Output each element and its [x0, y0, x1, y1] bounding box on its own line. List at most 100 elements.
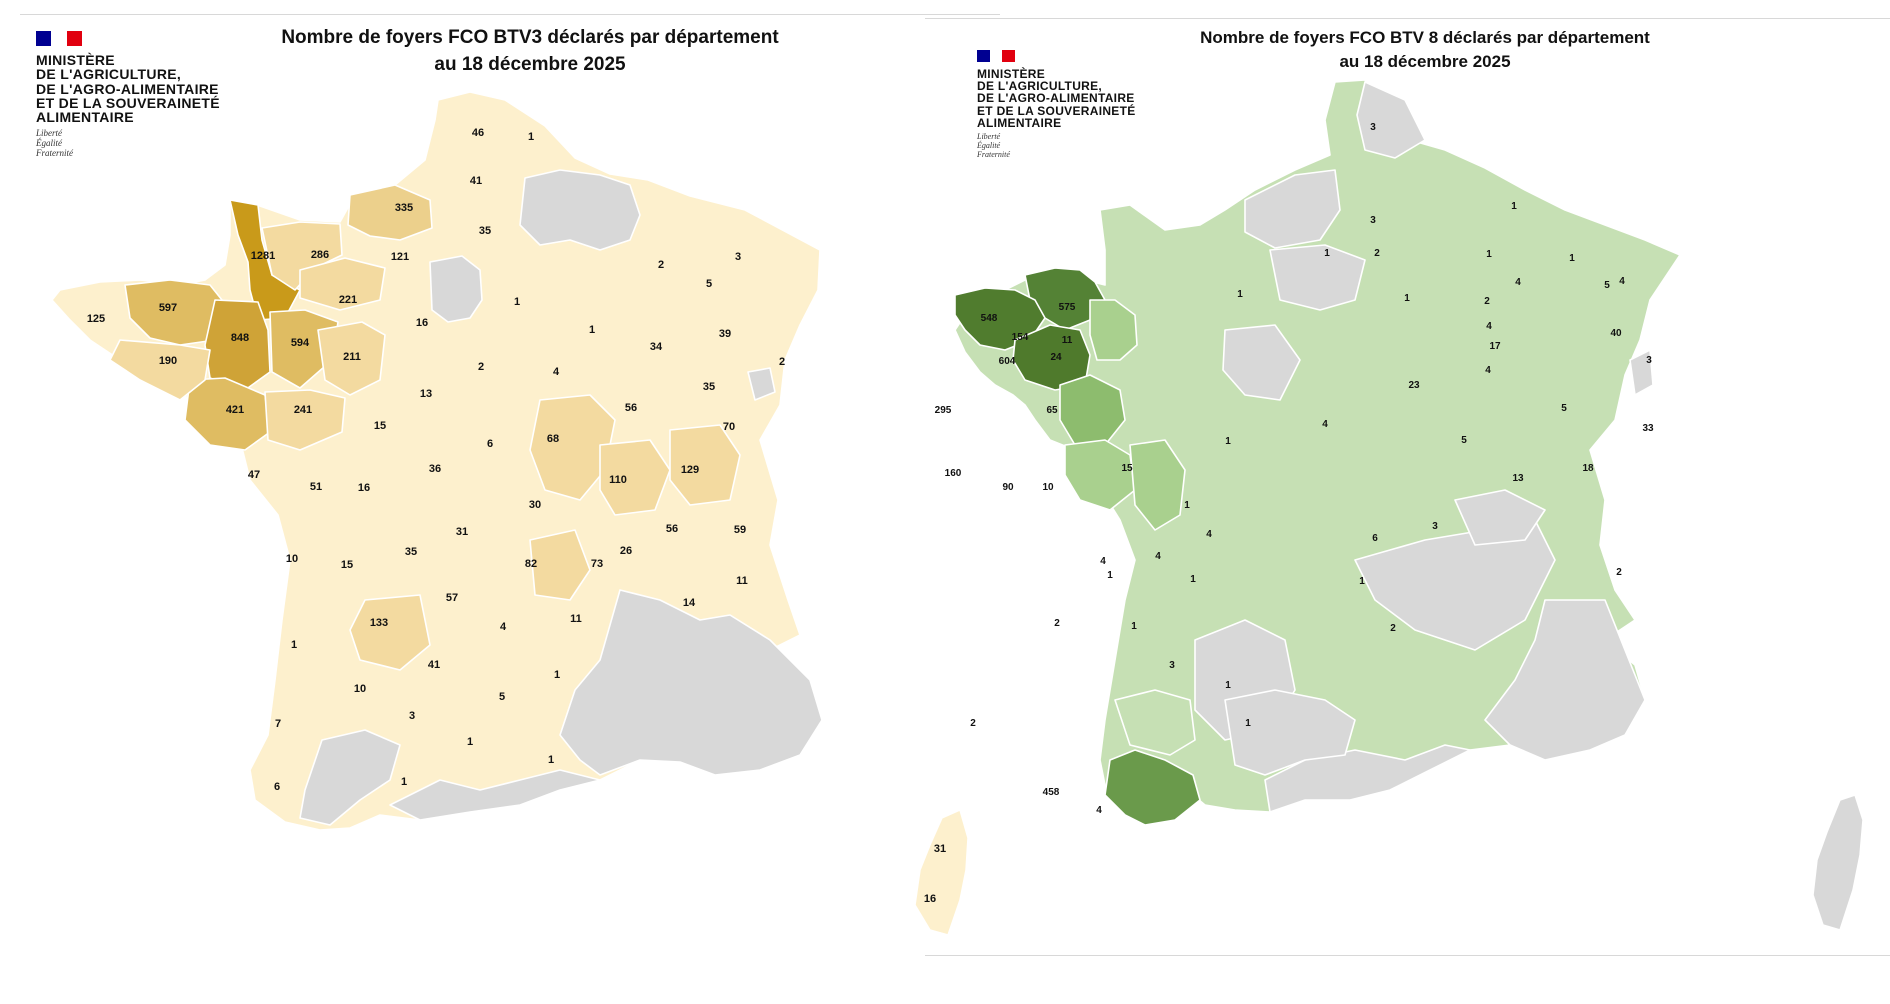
department-outbreak-count: 4: [1619, 276, 1625, 287]
department-outbreak-count: 4: [553, 366, 560, 378]
department-outbreak-count: 46: [472, 127, 484, 139]
department-outbreak-count: 82: [525, 558, 537, 570]
department-outbreak-count: 10: [286, 553, 298, 565]
department-outbreak-count: 4: [1486, 321, 1492, 332]
department-outbreak-count: 160: [945, 468, 962, 479]
department-outbreak-count: 2: [1484, 296, 1490, 307]
department-outbreak-count: 129: [681, 464, 699, 476]
department-outbreak-count: 1: [589, 324, 595, 336]
department-outbreak-count: 3: [735, 251, 741, 263]
department-outbreak-count: 154: [1012, 332, 1029, 343]
dept-jura: [669, 424, 741, 506]
department-outbreak-count: 1281: [251, 250, 275, 262]
department-outbreak-count: 3: [1432, 521, 1438, 532]
department-outbreak-count: 458: [1043, 787, 1060, 798]
french-flag-icon: [36, 31, 82, 46]
department-outbreak-count: 3: [1370, 215, 1376, 226]
department-outbreak-count: 90: [1002, 482, 1014, 493]
panel-bottom-divider: [925, 955, 1890, 956]
department-outbreak-count: 2: [478, 361, 484, 373]
department-outbreak-count: 1: [401, 776, 407, 788]
department-outbreak-count: 39: [719, 328, 731, 340]
department-outbreak-count: 56: [666, 523, 678, 535]
department-outbreak-count: 421: [226, 404, 244, 416]
department-outbreak-count: 2: [1374, 248, 1380, 259]
department-outbreak-count: 110: [609, 474, 627, 486]
department-outbreak-count: 16: [416, 317, 428, 329]
department-outbreak-count: 4: [1096, 805, 1102, 816]
department-outbreak-count: 11: [1062, 335, 1073, 346]
department-outbreak-count: 30: [529, 499, 541, 511]
department-outbreak-count: 190: [159, 355, 177, 367]
department-outbreak-count: 41: [470, 175, 482, 187]
department-outbreak-count: 15: [374, 420, 386, 432]
department-outbreak-count: 1: [1131, 621, 1137, 632]
dept-loire-atlantique: [184, 377, 271, 451]
department-outbreak-count: 211: [343, 351, 361, 363]
department-outbreak-count: 121: [391, 251, 409, 263]
department-outbreak-count: 221: [339, 294, 357, 306]
department-outbreak-count: 548: [981, 313, 998, 324]
department-outbreak-count: 2: [970, 718, 976, 729]
department-outbreak-count: 594: [291, 337, 310, 349]
dept-cote-dor: [599, 439, 671, 516]
department-outbreak-count: 10: [354, 683, 366, 695]
department-outbreak-count: 34: [650, 341, 663, 353]
department-outbreak-count: 4: [1515, 277, 1521, 288]
dept-maine-et-loire: [264, 389, 346, 451]
department-outbreak-count: 11: [736, 575, 748, 587]
title-line-1: Nombre de foyers FCO BTV3 déclarés par d…: [281, 27, 779, 48]
department-outbreak-count: 335: [395, 202, 413, 214]
dept-ille-et-vilaine: [204, 299, 271, 391]
department-outbreak-count: 14: [683, 597, 696, 609]
department-outbreak-count: 1: [1404, 293, 1410, 304]
grey-paris-region: [1269, 244, 1366, 311]
department-outbreak-count: 6: [487, 438, 493, 450]
grey-massif-central: [1354, 519, 1556, 651]
dept-deux-sevres: [1129, 439, 1186, 531]
department-outbreak-count: 35: [479, 225, 491, 237]
department-outbreak-count: 33: [1642, 423, 1654, 434]
title-line-2: au 18 décembre 2025: [434, 54, 626, 75]
department-outbreak-count: 7: [275, 718, 281, 730]
dept-vendee: [1064, 439, 1136, 511]
btv3-map-title: Nombre de foyers FCO BTV3 déclarés par d…: [220, 24, 840, 78]
panel-top-divider: [925, 18, 1890, 19]
department-outbreak-count: 3: [1370, 122, 1376, 133]
department-outbreak-count: 16: [924, 893, 936, 905]
department-outbreak-count: 2: [1390, 623, 1396, 634]
ministry-logo: MINISTÈRE DE L'AGRICULTURE, DE L'AGRO-AL…: [977, 50, 1136, 160]
department-outbreak-count: 1: [1190, 574, 1196, 585]
department-outbreak-count: 15: [341, 559, 353, 571]
dept-orne: [299, 257, 386, 311]
department-outbreak-count: 70: [723, 421, 735, 433]
grey-alsace-small: [1629, 349, 1654, 396]
department-outbreak-count: 3: [1169, 660, 1175, 671]
department-outbreak-count: 65: [1046, 405, 1058, 416]
department-outbreak-count: 4: [1322, 419, 1328, 430]
dept-morbihan: [109, 339, 211, 401]
department-outbreak-count: 1: [1324, 248, 1330, 259]
french-flag-icon: [977, 50, 1016, 62]
department-outbreak-count: 24: [1050, 352, 1062, 363]
grey-north-picardy: [1356, 81, 1426, 159]
dept-loire-atlantique: [1059, 374, 1126, 446]
dept-sarthe: [317, 321, 386, 396]
department-outbreak-count: 5: [1461, 435, 1467, 446]
dept-puy-de-dome: [529, 529, 591, 601]
dept-correze: [349, 594, 431, 671]
department-outbreak-count: 4: [1100, 556, 1106, 567]
ministry-logo: MINISTÈRE DE L'AGRICULTURE, DE L'AGRO-AL…: [36, 31, 220, 159]
department-outbreak-count: 23: [1408, 380, 1420, 391]
title-line-2: au 18 décembre 2025: [1339, 52, 1511, 71]
grey-lorraine-small: [747, 367, 776, 401]
department-outbreak-count: 1: [514, 296, 520, 308]
grey-pyrenees-region: [299, 729, 401, 826]
grey-west-paris-region: [1244, 169, 1341, 249]
grey-auvergne: [1454, 489, 1546, 546]
department-outbreak-count: 36: [429, 463, 441, 475]
btv8-map-panel: Nombre de foyers FCO BTV 8 déclarés par …: [925, 0, 1890, 1004]
department-outbreak-count: 1: [528, 131, 534, 143]
grey-center-region: [1222, 324, 1301, 401]
department-outbreak-count: 1: [1225, 436, 1231, 447]
